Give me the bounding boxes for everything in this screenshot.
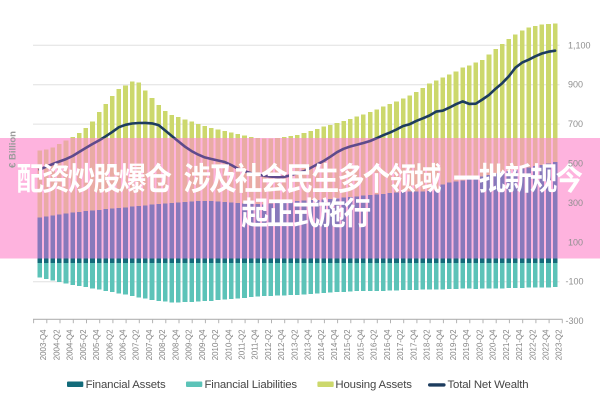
svg-text:300: 300 (568, 198, 583, 208)
svg-text:2007-Q2: 2007-Q2 (132, 330, 141, 361)
svg-text:-100: -100 (566, 277, 584, 287)
svg-text:2005-Q2: 2005-Q2 (79, 330, 88, 361)
svg-text:2020-Q4: 2020-Q4 (489, 329, 498, 360)
svg-text:2006-Q2: 2006-Q2 (105, 330, 114, 361)
svg-text:Financial Assets: Financial Assets (86, 379, 166, 391)
svg-text:2011-Q4: 2011-Q4 (251, 329, 260, 360)
svg-text:2011-Q2: 2011-Q2 (238, 330, 247, 360)
svg-text:700: 700 (568, 119, 583, 129)
svg-text:2009-Q4: 2009-Q4 (198, 329, 207, 360)
svg-text:2022-Q4: 2022-Q4 (542, 329, 551, 360)
svg-text:2017-Q4: 2017-Q4 (409, 329, 418, 360)
svg-text:2003-Q4: 2003-Q4 (39, 329, 48, 360)
svg-text:2005-Q4: 2005-Q4 (92, 329, 101, 360)
svg-text:2022-Q2: 2022-Q2 (528, 330, 537, 361)
svg-text:2009-Q2: 2009-Q2 (185, 330, 194, 361)
svg-text:2019-Q2: 2019-Q2 (449, 330, 458, 361)
svg-text:2008-Q4: 2008-Q4 (171, 329, 180, 360)
svg-text:2018-Q4: 2018-Q4 (436, 329, 445, 360)
svg-text:900: 900 (568, 80, 583, 90)
svg-text:1,100: 1,100 (568, 40, 591, 50)
svg-text:2018-Q2: 2018-Q2 (423, 330, 432, 361)
svg-text:€ Billion: € Billion (8, 131, 19, 168)
svg-text:2004-Q2: 2004-Q2 (52, 330, 61, 361)
svg-text:2019-Q4: 2019-Q4 (462, 329, 471, 360)
svg-text:2006-Q4: 2006-Q4 (119, 329, 128, 360)
svg-text:2016-Q2: 2016-Q2 (370, 330, 379, 361)
svg-text:Financial Liabilities: Financial Liabilities (205, 379, 298, 391)
svg-text:2016-Q4: 2016-Q4 (383, 329, 392, 360)
svg-text:-300: -300 (566, 316, 584, 326)
svg-text:2013-Q4: 2013-Q4 (304, 329, 313, 360)
svg-text:2013-Q2: 2013-Q2 (290, 330, 299, 361)
svg-text:2015-Q4: 2015-Q4 (356, 329, 365, 360)
svg-text:2012-Q2: 2012-Q2 (264, 330, 273, 361)
svg-text:2010-Q2: 2010-Q2 (211, 330, 220, 361)
svg-text:2014-Q2: 2014-Q2 (317, 330, 326, 361)
svg-text:2014-Q4: 2014-Q4 (330, 329, 339, 360)
svg-text:2008-Q2: 2008-Q2 (158, 330, 167, 361)
svg-text:2023-Q2: 2023-Q2 (555, 330, 564, 361)
svg-text:2021-Q4: 2021-Q4 (515, 329, 524, 360)
svg-text:2017-Q2: 2017-Q2 (396, 330, 405, 361)
svg-text:2015-Q2: 2015-Q2 (343, 330, 352, 361)
svg-text:2012-Q4: 2012-Q4 (277, 329, 286, 360)
svg-text:2021-Q2: 2021-Q2 (502, 330, 511, 361)
svg-text:Housing Assets: Housing Assets (335, 379, 412, 391)
svg-text:Total Net Wealth: Total Net Wealth (448, 379, 529, 391)
svg-text:100: 100 (568, 237, 583, 247)
svg-text:2004-Q4: 2004-Q4 (66, 329, 75, 360)
svg-text:2010-Q4: 2010-Q4 (224, 329, 233, 360)
svg-text:500: 500 (568, 159, 583, 169)
svg-text:2007-Q4: 2007-Q4 (145, 329, 154, 360)
svg-text:2020-Q2: 2020-Q2 (475, 330, 484, 361)
